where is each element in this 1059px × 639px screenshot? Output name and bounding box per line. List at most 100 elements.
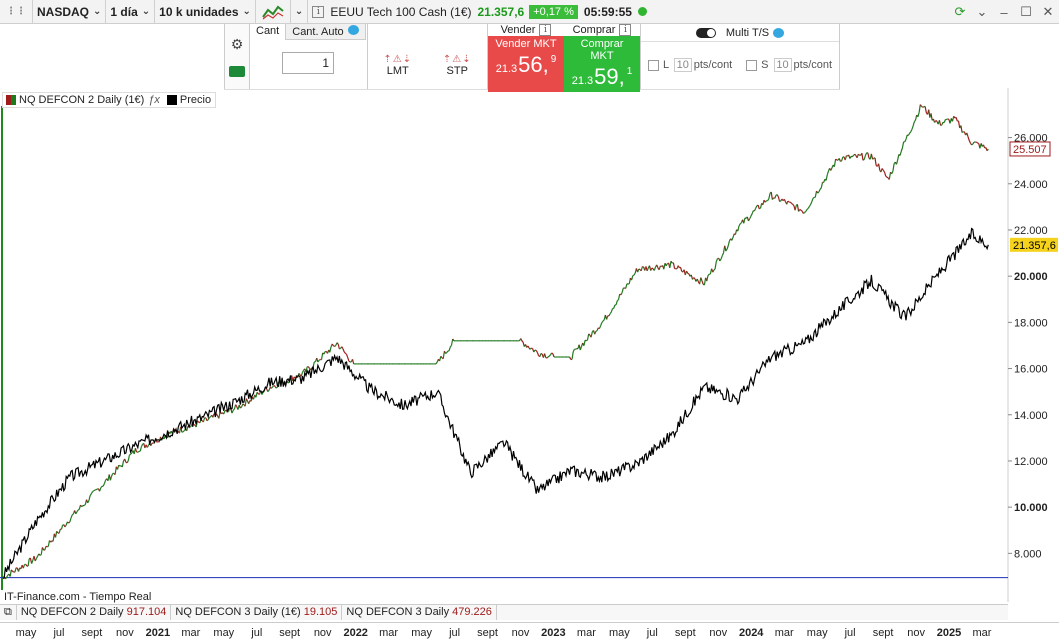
units-selector[interactable]: 10 k unidades ⌄ [155, 0, 256, 24]
indicator-line-segment [99, 487, 102, 492]
indicator-footer-item[interactable]: NQ DEFCON 2 Daily 917.104 [17, 605, 172, 620]
indicator-line-segment [911, 125, 914, 130]
indicator-swatch [6, 95, 16, 105]
chart-type-button[interactable] [256, 0, 291, 24]
indicator-line-segment [750, 213, 753, 217]
price-legend-label[interactable]: Precio [179, 94, 212, 106]
indicator-line-segment [6, 574, 9, 578]
indicator-footer-item[interactable]: NQ DEFCON 3 Daily 479.226 [342, 605, 497, 620]
limit-stop-section: ⇡⚠⇣ LMT ⇡⚠⇣ STP [368, 24, 488, 89]
x-tick-label: nov [709, 627, 727, 639]
indicator-line-segment [737, 225, 740, 232]
tab-auto-quantity[interactable]: Cant. Auto [286, 24, 366, 40]
indicator-line-segment [244, 398, 247, 407]
sell-heading-label: Vender [500, 24, 536, 36]
info-icon[interactable]: i [619, 24, 632, 36]
price-chart[interactable]: 26.00024.00022.00020.00018.00016.00014.0… [0, 88, 1059, 602]
keyboard-icon[interactable] [229, 65, 245, 77]
indicator-line-segment [637, 268, 640, 273]
indicator-line-segment [110, 473, 114, 477]
sell-price-sup: 9 [550, 54, 557, 65]
chart-type-dropdown[interactable]: ⌄ [291, 0, 309, 24]
period-selector[interactable]: 1 día ⌄ [106, 0, 156, 24]
chevron-down-icon: ⌄ [93, 6, 102, 17]
indicator-line-segment [609, 311, 612, 314]
indicator-line-segment [76, 509, 79, 513]
indicator-line-segment [128, 453, 132, 456]
quantity-input[interactable]: 1 [282, 52, 334, 74]
indicator-value: 479.226 [452, 606, 492, 618]
x-tick-label: sept [82, 627, 103, 639]
long-checkbox[interactable] [647, 59, 659, 71]
indicator-footer-item[interactable]: NQ DEFCON 3 Daily (1€) 19.105 [171, 605, 343, 620]
indicator-line-segment [323, 351, 326, 355]
indicator-legend-label[interactable]: NQ DEFCON 2 Daily (1€) [19, 94, 145, 106]
indicator-line-segment [642, 265, 644, 268]
indicator-line-segment [840, 160, 842, 162]
indicator-line-segment [223, 410, 226, 415]
indicator-line-segment [776, 194, 779, 198]
indicator-line-segment [960, 125, 963, 133]
tab-quantity[interactable]: Cant [250, 24, 287, 40]
refresh-icon[interactable]: ⟳ [954, 4, 966, 19]
indicator-line-segment [739, 222, 742, 225]
indicator-line-segment [4, 577, 8, 580]
x-tick-label: nov [314, 627, 332, 639]
short-points-input[interactable]: 10 [773, 58, 792, 72]
indicator-line-segment [77, 508, 80, 511]
indicator-line-segment [693, 277, 696, 280]
indicator-name: NQ DEFCON 3 Daily (1€) [175, 606, 301, 618]
indicator-line-segment [935, 120, 938, 122]
indicator-line-segment [548, 354, 551, 357]
grip-handle[interactable]: ⋮⋮ [0, 0, 33, 24]
indicator-line-segment [895, 160, 899, 165]
indicator-line-segment [126, 460, 129, 464]
indicator-line-segment [922, 106, 925, 108]
long-label: L [662, 59, 669, 71]
indicator-line-segment [39, 554, 42, 556]
indicator-line-segment [977, 142, 980, 145]
indicator-line-segment [156, 441, 159, 443]
multi-ts-toggle[interactable] [695, 27, 716, 38]
indicator-line-segment [320, 352, 324, 360]
stp-button[interactable]: ⇡⚠⇣ STP [443, 54, 472, 77]
indicator-line-segment [986, 148, 989, 152]
short-checkbox[interactable] [746, 59, 758, 71]
indicator-line-segment [743, 217, 746, 224]
sell-market-button[interactable]: Vender MKT 21.3 56, 9 [488, 36, 564, 92]
function-icon[interactable]: ƒx [148, 94, 160, 106]
menu-chevron-icon[interactable]: ⌄ [976, 4, 988, 19]
info-icon[interactable]: i [539, 24, 552, 36]
indicator-line-segment [791, 202, 794, 205]
indicator-line-segment [946, 118, 948, 121]
x-tick-label: mar [577, 627, 596, 639]
indicator-line-segment [87, 500, 90, 504]
window-restore-icon[interactable]: ⧉ [0, 605, 17, 620]
last-price-tag-bg [1010, 237, 1058, 252]
market-selector[interactable]: NASDAQ ⌄ [33, 0, 107, 24]
info-icon[interactable]: i [312, 5, 325, 18]
indicator-line-segment [921, 105, 924, 108]
indicator-line-segment [600, 322, 603, 327]
lmt-button[interactable]: ⇡⚠⇣ LMT [383, 54, 412, 77]
indicator-line-segment [804, 210, 807, 213]
indicator-line-segment [753, 208, 757, 212]
indicator-line-segment [724, 245, 727, 252]
indicator-line-segment [345, 352, 347, 355]
indicator-line-segment [25, 564, 28, 567]
maximize-icon[interactable]: ☐ [1020, 4, 1032, 19]
wrench-icon[interactable]: ⚙ [230, 36, 244, 53]
indicator-line-segment [665, 263, 668, 267]
sell-price-prefix: 21.3 [495, 63, 518, 75]
indicator-line-segment [255, 392, 258, 398]
indicator-line-segment [339, 347, 341, 350]
x-tick-label: sept [279, 627, 300, 639]
indicator-line-segment [608, 313, 611, 317]
indicator-line-segment [640, 266, 643, 271]
indicator-line-segment [310, 367, 313, 371]
minimize-icon[interactable]: – [1000, 4, 1008, 20]
buy-market-button[interactable]: Comprar MKT 21.3 59, 1 [564, 36, 640, 92]
x-tick-label: sept [675, 627, 696, 639]
close-icon[interactable]: ✕ [1042, 4, 1054, 19]
long-points-input[interactable]: 10 [673, 58, 692, 72]
